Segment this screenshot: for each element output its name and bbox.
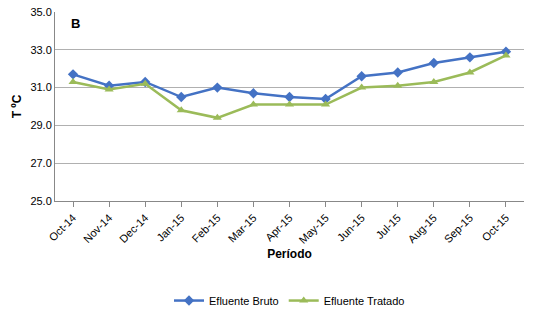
svg-text:Efluente Tratado: Efluente Tratado	[324, 295, 405, 307]
svg-text:31.0: 31.0	[30, 81, 51, 93]
svg-text:29.0: 29.0	[30, 119, 51, 131]
svg-text:33.0: 33.0	[30, 44, 51, 56]
svg-text:B: B	[71, 16, 80, 31]
svg-text:Dec-14: Dec-14	[117, 212, 151, 246]
svg-text:T ºC: T ºC	[10, 94, 24, 118]
svg-text:35.0: 35.0	[30, 6, 51, 18]
svg-text:Mar-15: Mar-15	[226, 212, 259, 245]
svg-text:25.0: 25.0	[30, 195, 51, 207]
svg-text:Aug-15: Aug-15	[406, 212, 440, 246]
svg-text:27.0: 27.0	[30, 157, 51, 169]
svg-text:Jul-15: Jul-15	[373, 212, 403, 242]
svg-text:Jan-15: Jan-15	[154, 212, 186, 244]
svg-text:Efluente Bruto: Efluente Bruto	[209, 295, 279, 307]
svg-text:Jun-15: Jun-15	[335, 212, 367, 244]
svg-text:Feb-15: Feb-15	[190, 212, 223, 245]
svg-text:May-15: May-15	[296, 212, 330, 246]
svg-text:Sep-15: Sep-15	[442, 212, 476, 246]
svg-text:Oct-15: Oct-15	[479, 212, 511, 244]
svg-text:Período: Período	[267, 247, 312, 261]
svg-text:Nov-14: Nov-14	[81, 212, 115, 246]
svg-text:Oct-14: Oct-14	[47, 212, 79, 244]
svg-text:Apr-15: Apr-15	[263, 212, 295, 244]
